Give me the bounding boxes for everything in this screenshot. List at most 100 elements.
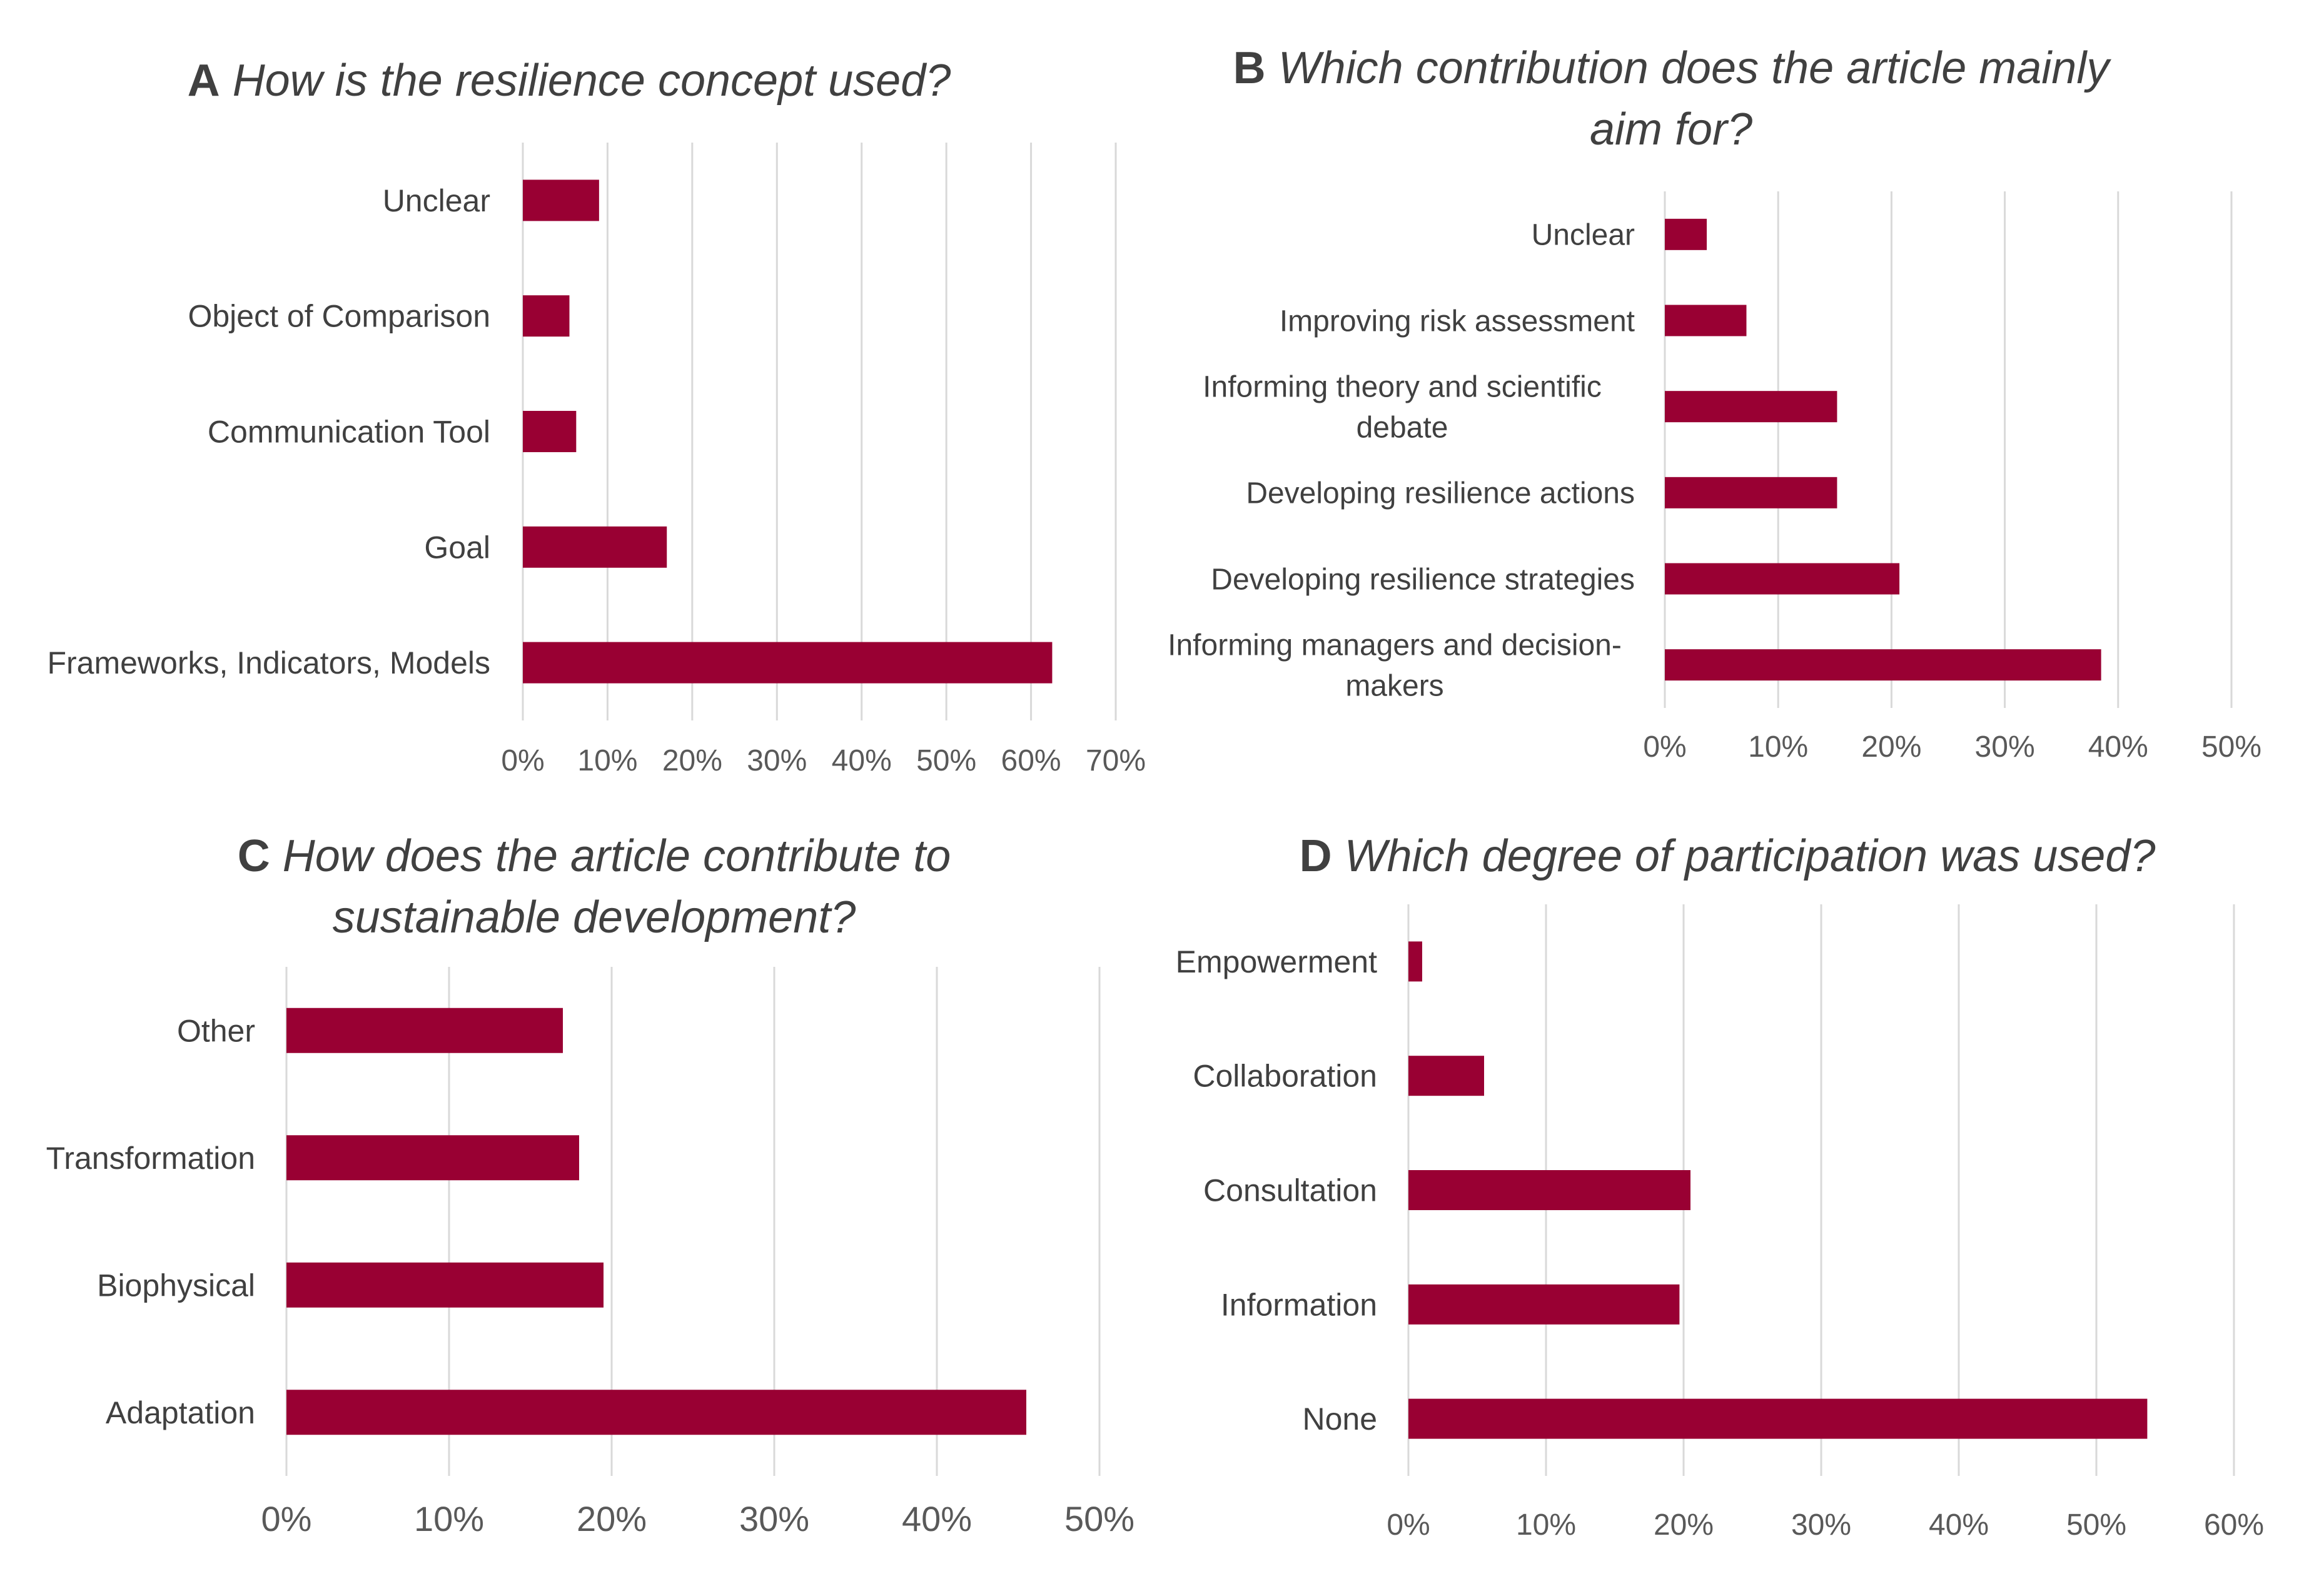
chart-c-category-label: Adaptation	[106, 1395, 255, 1430]
panel-a-letter: A	[187, 56, 220, 106]
chart-b-category-label-line: Developing resilience actions	[1246, 477, 1635, 510]
panel-c-letter: C	[237, 831, 270, 881]
chart-a-bar	[523, 295, 570, 337]
chart-a-category-label: Goal	[424, 530, 490, 565]
panel-d-question: Which degree of participation was used?	[1344, 831, 2156, 881]
chart-c-bar	[286, 1135, 579, 1181]
chart-b-bar	[1665, 477, 1837, 508]
chart-c-category-label: Other	[177, 1013, 255, 1048]
chart-a-tick-label: 0%	[501, 744, 544, 777]
chart-b-bar	[1665, 305, 1747, 336]
chart-d-category-label: Information	[1221, 1287, 1377, 1322]
chart-c-category-label-line: Other	[177, 1013, 255, 1048]
chart-b-category-label-line: makers	[1345, 670, 1443, 703]
panel-c-question-line-2: sustainable development?	[332, 892, 856, 942]
panel-a-question: How is the resilience concept used?	[232, 56, 951, 106]
chart-b-tick-label: 40%	[2088, 730, 2148, 764]
chart-d-tick-label: 50%	[2066, 1508, 2126, 1542]
chart-d-category-label-line: Consultation	[1203, 1173, 1377, 1208]
panel-b-title: B Which contribution does the article ma…	[1202, 38, 2140, 160]
chart-d-category-label: Empowerment	[1176, 944, 1377, 979]
chart-d-category-label: Consultation	[1203, 1173, 1377, 1208]
chart-a-category-label-line: Communication Tool	[208, 415, 490, 450]
chart-c-bar	[286, 1262, 604, 1308]
panel-d-title: D Which degree of participation was used…	[1265, 826, 2190, 887]
chart-d-bar	[1408, 1284, 1680, 1325]
chart-d-category-label: Collaboration	[1193, 1059, 1377, 1094]
chart-b-bar	[1665, 649, 2101, 681]
chart-c-tick-label: 20%	[577, 1499, 647, 1538]
chart-d-bar	[1408, 1398, 2148, 1439]
panel-c-title: C How does the article contribute to sus…	[94, 826, 1094, 948]
panel-b-question-line-2: aim for?	[1589, 104, 1753, 154]
chart-a-tick-label: 10%	[577, 744, 637, 777]
chart-a-bar	[523, 411, 577, 452]
chart-d-category-label-line: Empowerment	[1176, 944, 1377, 979]
chart-b-bar	[1665, 563, 1900, 595]
chart-c: 0% 10% 20% 30% 40% 50% Other Transformation Biop…	[46, 967, 1134, 1538]
chart-c-tick-label: 40%	[902, 1499, 972, 1538]
chart-a-tick-label: 20%	[662, 744, 722, 777]
chart-c-tick-label: 0%	[261, 1499, 312, 1538]
chart-d-tick-label: 40%	[1929, 1508, 1989, 1542]
chart-a-tick-label: 70%	[1086, 744, 1146, 777]
chart-a-category-label-line: Goal	[424, 530, 490, 565]
chart-b-tick-label: 50%	[2201, 730, 2261, 764]
chart-a-bar	[523, 526, 667, 568]
panel-a: A How is the resilience concept used? 0%…	[0, 0, 1152, 798]
chart-a-tick-label: 50%	[916, 744, 976, 777]
chart-a-category-label: Unclear	[383, 183, 490, 218]
chart-c-category-label-line: Transformation	[46, 1141, 255, 1176]
chart-b-tick-label: 30%	[1975, 730, 2035, 764]
chart-b-category-label-line: Informing managers and decision-	[1168, 629, 1622, 662]
chart-d-tick-label: 20%	[1654, 1508, 1714, 1542]
chart-a-category-label-line: Object of Comparison	[188, 299, 490, 334]
panel-c: C How does the article contribute to sus…	[0, 798, 1152, 1596]
chart-c-bar	[286, 1008, 563, 1053]
chart-a-category-label-line: Frameworks, Indicators, Models	[47, 645, 490, 680]
chart-a-category-label: Object of Comparison	[188, 299, 490, 334]
panel-a-title: A How is the resilience concept used?	[113, 50, 1026, 111]
chart-a: 0% 10% 20% 30% 40% 50% 60% 70% Unclear Object of …	[47, 143, 1146, 777]
panel-c-question-line-1: How does the article contribute to	[282, 831, 951, 881]
chart-b: 0% 10% 20% 30% 40% 50% Unclear Improving risk a…	[1168, 191, 2261, 764]
chart-b-category-label: Developing resilience strategies	[1211, 563, 1635, 596]
chart-d-bar	[1408, 1056, 1484, 1096]
chart-a-tick-label: 30%	[747, 744, 807, 777]
chart-b-tick-label: 10%	[1748, 730, 1808, 764]
chart-b-category-label-line: Informing theory and scientific	[1203, 370, 1602, 403]
chart-b-category-label: Developing resilience actions	[1246, 477, 1635, 510]
chart-b-bar	[1665, 391, 1837, 423]
chart-d-category-label: None	[1302, 1402, 1377, 1437]
chart-c-category-label: Transformation	[46, 1141, 255, 1176]
chart-b-tick-label: 0%	[1643, 730, 1686, 764]
panel-b: B Which contribution does the article ma…	[1152, 0, 2304, 798]
chart-c-tick-label: 50%	[1064, 1499, 1134, 1538]
chart-d-bar	[1408, 941, 1422, 982]
chart-c-tick-label: 10%	[414, 1499, 484, 1538]
chart-b-category-label-line: debate	[1357, 412, 1448, 445]
chart-b-tick-label: 20%	[1861, 730, 1921, 764]
chart-d-tick-label: 0%	[1387, 1508, 1430, 1542]
chart-a-category-label: Communication Tool	[208, 415, 490, 450]
chart-a-tick-label: 40%	[832, 744, 892, 777]
chart-b-bar	[1665, 218, 1707, 250]
chart-d-category-label-line: Information	[1221, 1287, 1377, 1322]
chart-c-tick-label: 30%	[739, 1499, 809, 1538]
panel-b-letter: B	[1233, 43, 1266, 93]
chart-a-tick-label: 60%	[1001, 744, 1061, 777]
chart-c-category-label: Biophysical	[97, 1268, 255, 1303]
chart-d-tick-label: 30%	[1791, 1508, 1851, 1542]
chart-b-category-label: Unclear	[1532, 219, 1635, 252]
chart-d-category-label-line: None	[1302, 1402, 1377, 1437]
chart-c-bar	[286, 1390, 1026, 1435]
chart-b-category-label: Informing managers and decision-makers	[1168, 629, 1622, 702]
chart-a-bar	[523, 642, 1053, 684]
panel-b-question-line-1: Which contribution does the article main…	[1278, 43, 2109, 93]
panel-d: D Which degree of participation was used…	[1152, 798, 2304, 1596]
chart-b-category-label-line: Improving risk assessment	[1280, 305, 1635, 338]
chart-d-category-label-line: Collaboration	[1193, 1059, 1377, 1094]
chart-d-tick-label: 10%	[1516, 1508, 1576, 1542]
chart-d-bar	[1408, 1170, 1690, 1210]
chart-b-category-label: Informing theory and scientific debate	[1203, 370, 1602, 444]
